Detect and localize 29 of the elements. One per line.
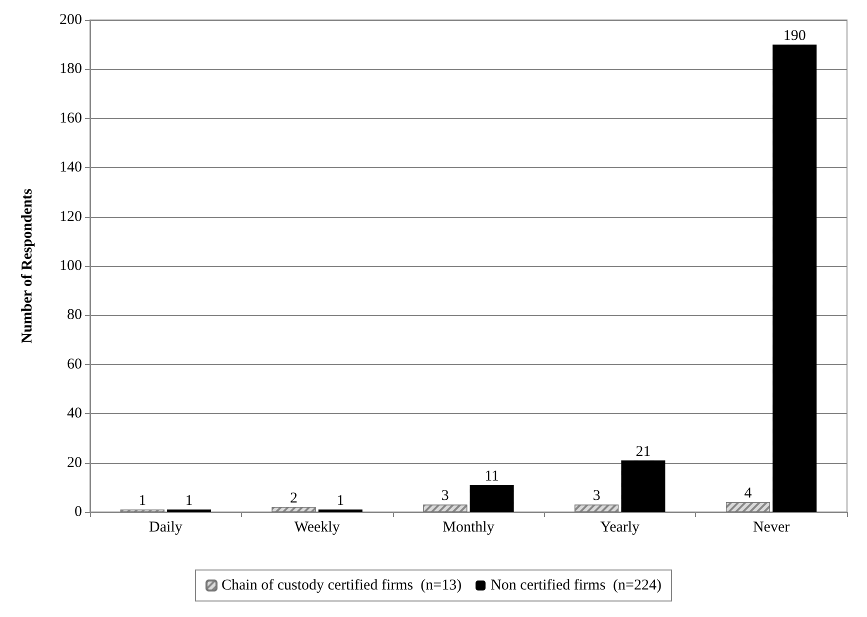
y-tick-label: 200 <box>60 12 82 28</box>
data-label: 1 <box>336 493 344 510</box>
y-tick-label: 60 <box>67 356 82 372</box>
data-label: 21 <box>636 444 651 460</box>
data-label: 11 <box>484 468 500 484</box>
y-tick-label: 120 <box>60 208 82 225</box>
legend-label: Non certified firms (n=224) <box>490 578 662 594</box>
x-tick-label: Weekly <box>294 520 340 536</box>
y-tick-label: 80 <box>67 307 82 324</box>
y-tick-label: 140 <box>60 160 82 176</box>
data-label: 1 <box>138 493 146 510</box>
y-tick-label: 20 <box>67 454 82 471</box>
y-tick-label: 100 <box>60 258 82 274</box>
data-label: 3 <box>441 488 449 504</box>
y-axis-title: Number of Respondents <box>20 188 36 344</box>
x-tick-label: Yearly <box>600 520 640 536</box>
y-tick-label: 0 <box>74 504 82 520</box>
x-tick-label: Monthly <box>442 520 495 536</box>
data-label: 190 <box>783 28 806 44</box>
x-tick-label: Never <box>752 520 790 536</box>
data-label: 4 <box>744 486 752 502</box>
y-tick-label: 160 <box>60 110 82 126</box>
y-tick-label: 180 <box>60 61 82 78</box>
data-label: 2 <box>290 490 298 507</box>
x-tick-label: Daily <box>149 520 183 536</box>
data-label: 3 <box>592 488 600 504</box>
legend-label: Chain of custody certified firms (n=13) <box>222 578 462 594</box>
y-tick-label: 40 <box>67 406 82 422</box>
data-label: 1 <box>185 493 193 510</box>
